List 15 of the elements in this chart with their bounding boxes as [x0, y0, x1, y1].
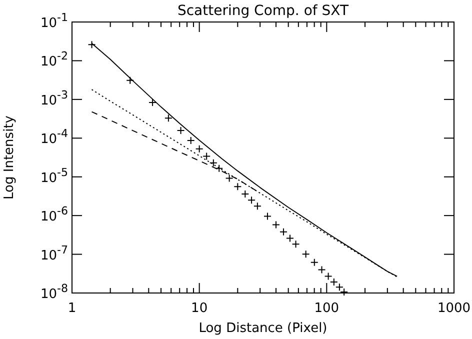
x-tick-label: 1000	[437, 301, 471, 316]
y-tick-label: 10$^{-8}$	[40, 282, 68, 302]
y-tick-label: 10$^{-1}$	[40, 10, 68, 31]
x-tick-label: 100	[314, 301, 340, 316]
y-tick-label: 10$^{-2}$	[40, 49, 68, 70]
y-tick-label: 10$^{-5}$	[40, 165, 68, 186]
chart-title: Scattering Comp. of SXT	[177, 3, 349, 19]
x-tick-label: 1	[68, 301, 76, 316]
y-axis-title: Log Intensity	[2, 115, 17, 200]
y-tick-label: 10$^{-3}$	[40, 88, 68, 108]
y-tick-label: 10$^{-7}$	[40, 242, 68, 264]
y-tick-label: 10$^{-6}$	[40, 204, 68, 225]
y-tick-label: 10$^{-4}$	[40, 126, 68, 148]
x-axis-title: Log Distance (Pixel)	[198, 321, 328, 336]
x-tick-label: 10	[191, 301, 208, 316]
